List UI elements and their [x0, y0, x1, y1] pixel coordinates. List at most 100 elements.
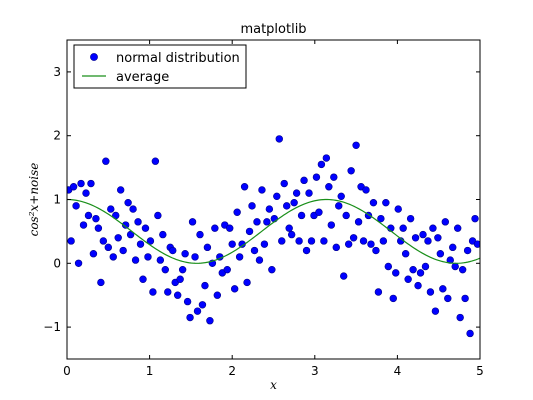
x-tick-label: 3	[311, 364, 319, 378]
scatter-point	[152, 158, 159, 165]
scatter-point	[328, 222, 335, 229]
y-tick-label: −1	[43, 320, 61, 334]
scatter-point	[296, 238, 303, 245]
scatter-point	[246, 228, 253, 235]
scatter-point	[355, 218, 362, 225]
scatter-point	[241, 183, 248, 190]
scatter-point	[281, 180, 288, 187]
scatter-point	[283, 202, 290, 209]
scatter-point	[197, 231, 204, 238]
scatter-point	[105, 244, 112, 251]
scatter-point	[340, 273, 347, 280]
scatter-point	[363, 187, 370, 194]
scatter-point	[313, 174, 320, 181]
scatter-point	[291, 199, 298, 206]
scatter-point	[88, 180, 95, 187]
legend-label-average: average	[116, 70, 169, 85]
scatter-point	[120, 247, 127, 254]
scatter-point	[449, 244, 456, 251]
scatter-point	[110, 254, 117, 261]
scatter-point	[189, 218, 196, 225]
scatter-point	[174, 292, 181, 299]
scatter-point	[370, 199, 377, 206]
scatter-point	[338, 193, 345, 200]
scatter-point	[140, 276, 147, 283]
scatter-point	[102, 158, 109, 165]
x-axis-label: x	[270, 378, 277, 392]
scatter-point	[385, 263, 392, 270]
y-tick-label: 1	[53, 193, 61, 207]
scatter-point	[350, 234, 357, 241]
scatter-point	[343, 212, 350, 219]
scatter-point	[157, 257, 164, 264]
scatter-point	[93, 215, 100, 222]
legend-scatter-marker	[90, 53, 97, 60]
scatter-point	[368, 241, 375, 248]
scatter-point	[380, 238, 387, 245]
scatter-point	[73, 202, 80, 209]
scatter-point	[278, 238, 285, 245]
chart-title: matplotlib	[240, 22, 306, 37]
scatter-point	[286, 225, 293, 232]
x-tick-label: 1	[146, 364, 154, 378]
scatter-point	[437, 250, 444, 257]
scatter-point	[107, 206, 114, 213]
scatter-point	[335, 202, 342, 209]
scatter-point	[266, 206, 273, 213]
plot-area	[65, 135, 481, 336]
scatter-point	[224, 266, 231, 273]
scatter-point	[454, 225, 461, 232]
scatter-point	[244, 279, 251, 286]
legend-label-normal-distribution: normal distribution	[116, 51, 240, 66]
scatter-point	[80, 222, 87, 229]
scatter-point	[90, 250, 97, 257]
scatter-point	[462, 295, 469, 302]
scatter-point	[159, 231, 166, 238]
scatter-point	[325, 183, 332, 190]
y-axis-ticks: −10123	[43, 65, 480, 334]
scatter-point	[184, 298, 191, 305]
legend: normal distribution average	[74, 45, 246, 88]
scatter-point	[345, 241, 352, 248]
scatter-point	[268, 266, 275, 273]
scatter-point	[402, 250, 409, 257]
scatter-point	[254, 218, 261, 225]
scatter-point	[306, 190, 313, 197]
scatter-point	[298, 212, 305, 219]
scatter-point	[231, 285, 238, 292]
scatter-point	[169, 247, 176, 254]
scatter-point	[360, 238, 367, 245]
scatter-point	[179, 266, 186, 273]
x-tick-label: 0	[63, 364, 71, 378]
scatter-point	[412, 234, 419, 241]
scatter-point	[211, 225, 218, 232]
scatter-point	[375, 289, 382, 296]
scatter-point	[425, 238, 432, 245]
scatter-point	[187, 314, 194, 321]
scatter-point	[115, 234, 122, 241]
scatter-point	[373, 247, 380, 254]
scatter-point	[323, 155, 330, 162]
scatter-point	[459, 266, 466, 273]
scatter-point	[234, 209, 241, 216]
scatter-point	[390, 295, 397, 302]
scatter-point	[70, 183, 77, 190]
scatter-point	[452, 263, 459, 270]
scatter-point	[229, 241, 236, 248]
scatter-point	[464, 247, 471, 254]
scatter-point	[164, 289, 171, 296]
scatter-point	[68, 238, 75, 245]
scatter-point	[182, 250, 189, 257]
scatter-point	[320, 238, 327, 245]
scatter-point	[85, 212, 92, 219]
scatter-point	[263, 218, 270, 225]
scatter-point	[410, 266, 417, 273]
y-tick-label: 2	[53, 129, 61, 143]
scatter-point	[353, 142, 360, 149]
scatter-point	[192, 254, 199, 261]
scatter-point	[432, 308, 439, 315]
scatter-point	[249, 202, 256, 209]
scatter-point	[417, 269, 424, 276]
y-tick-label: 3	[53, 65, 61, 79]
